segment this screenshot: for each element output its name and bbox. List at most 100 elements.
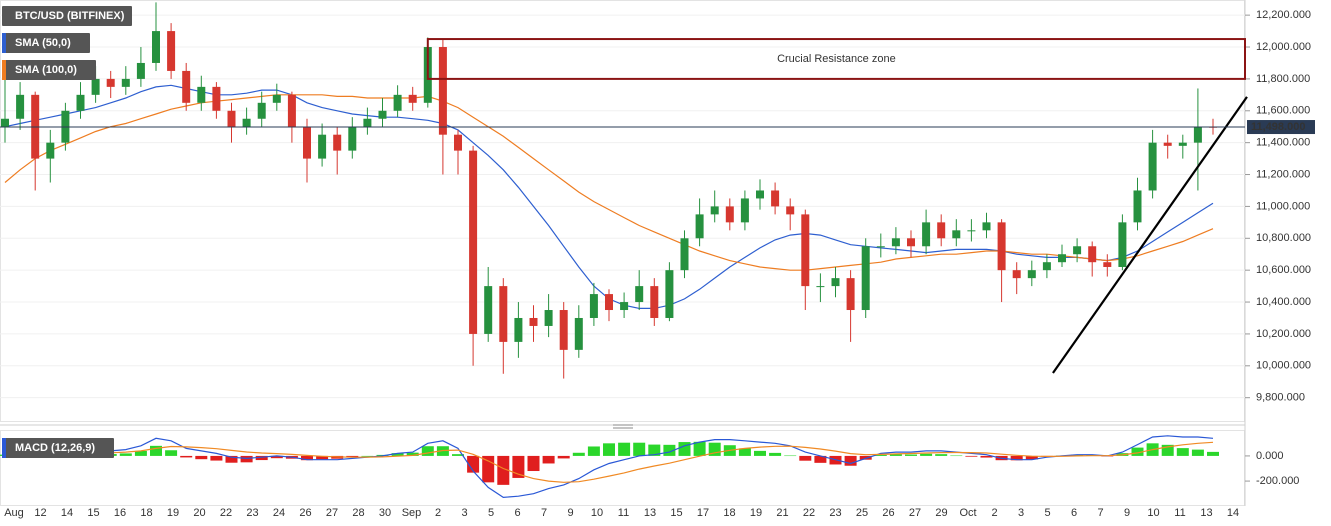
candle-body <box>318 134 327 159</box>
histogram-bar <box>920 453 933 456</box>
histogram-bar <box>769 452 782 456</box>
candle-body <box>891 238 900 247</box>
y-tick-label: 10,200.000 <box>1256 328 1311 340</box>
histogram-bar <box>784 455 797 457</box>
x-tick-label: 15 <box>670 507 682 519</box>
x-tick-label: 16 <box>114 507 126 519</box>
legend-text: MACD (12,26,9) <box>15 442 95 454</box>
x-tick-label: 28 <box>352 507 364 519</box>
histogram-bar <box>255 455 268 461</box>
candle-body <box>876 246 885 248</box>
histogram-bar <box>950 455 963 457</box>
histogram-bar <box>421 446 434 456</box>
candle-body <box>1027 270 1036 279</box>
candle-body <box>771 190 780 207</box>
histogram-bar <box>738 448 751 456</box>
candle-body <box>484 286 493 334</box>
candle-body <box>197 86 206 103</box>
candle-body <box>589 294 598 318</box>
histogram-bar <box>527 455 540 472</box>
candle-body <box>333 134 342 151</box>
histogram-bar <box>965 455 978 457</box>
candle-body <box>982 222 991 231</box>
candle-body <box>740 198 749 223</box>
x-tick-label: 9 <box>1124 507 1130 519</box>
y-tick-label: 11,200.000 <box>1256 168 1310 180</box>
histogram-bar <box>301 455 313 461</box>
x-tick-label: 3 <box>1018 507 1024 519</box>
histogram-bar <box>316 455 329 460</box>
x-tick-label: 24 <box>273 507 285 519</box>
x-tick-label: 14 <box>61 507 73 519</box>
candle-body <box>1178 142 1187 146</box>
histogram-bar <box>240 455 253 463</box>
candle-body <box>167 31 176 71</box>
candle-body <box>529 317 538 326</box>
candle-body <box>620 302 629 311</box>
histogram-bar <box>587 446 600 456</box>
candle-body <box>1073 246 1082 255</box>
x-tick-label: 23 <box>246 507 258 519</box>
candle-body <box>16 94 25 119</box>
x-tick-label: 26 <box>299 507 311 519</box>
histogram-bar <box>1025 455 1038 460</box>
histogram-bar <box>889 454 902 456</box>
x-tick-label: 27 <box>326 507 338 519</box>
histogram-bar <box>119 453 132 456</box>
candle-body <box>499 286 508 342</box>
x-tick-label: 5 <box>1044 507 1050 519</box>
histogram-bar <box>935 454 948 456</box>
y-tick-label: 9,800.000 <box>1256 392 1305 404</box>
histogram-bar <box>754 450 766 456</box>
x-tick-label: 29 <box>935 507 947 519</box>
x-tick-label: 10 <box>591 507 603 519</box>
x-tick-label: Sep <box>402 507 422 519</box>
candle-body <box>967 230 976 232</box>
x-tick-label: 18 <box>723 507 735 519</box>
y-tick-label: 11,000.000 <box>1256 200 1310 212</box>
candle-body <box>106 78 115 87</box>
candle-body <box>861 246 870 311</box>
x-tick-label: 19 <box>750 507 762 519</box>
candle-body <box>514 317 523 342</box>
current-price-label: 11,498.000 <box>1251 121 1305 133</box>
y-tick-label: -200.000 <box>1256 475 1299 487</box>
x-tick-label: 30 <box>379 507 391 519</box>
histogram-bar <box>225 455 238 463</box>
x-tick-label: 25 <box>856 507 868 519</box>
candle-body <box>605 294 613 311</box>
legend-swatch <box>2 33 6 53</box>
candle-body <box>801 214 810 287</box>
candle-body <box>1148 142 1157 191</box>
candle-body <box>121 78 130 87</box>
candle-body <box>922 222 931 247</box>
histogram-bar <box>693 441 706 456</box>
y-tick-label: 10,800.000 <box>1256 232 1311 244</box>
candle-body <box>469 150 478 334</box>
legend-swatch <box>2 60 6 80</box>
histogram-bar <box>391 453 404 456</box>
candle-body <box>408 94 417 103</box>
candle-body <box>1012 270 1021 279</box>
histogram-bar <box>497 455 510 485</box>
histogram-bar <box>1176 448 1189 456</box>
candle-body <box>242 118 251 127</box>
x-tick-label: 15 <box>87 507 99 519</box>
histogram-bar <box>799 455 812 461</box>
x-tick-label: 11 <box>1174 507 1185 519</box>
histogram-bar <box>361 455 374 457</box>
histogram-bar <box>648 444 661 456</box>
annotation-text: Crucial Resistance zone <box>777 53 896 65</box>
candle-body <box>1058 254 1066 263</box>
histogram-bar <box>980 455 993 458</box>
histogram-bar <box>1161 444 1174 456</box>
histogram-bar <box>180 455 193 458</box>
histogram-bar <box>557 455 570 459</box>
histogram-bar <box>1010 455 1023 461</box>
histogram-bar <box>814 455 827 463</box>
candle-body <box>695 214 704 239</box>
y-tick-label: 0.000 <box>1256 450 1284 462</box>
histogram-bar <box>195 455 208 460</box>
candle-body <box>650 286 659 318</box>
